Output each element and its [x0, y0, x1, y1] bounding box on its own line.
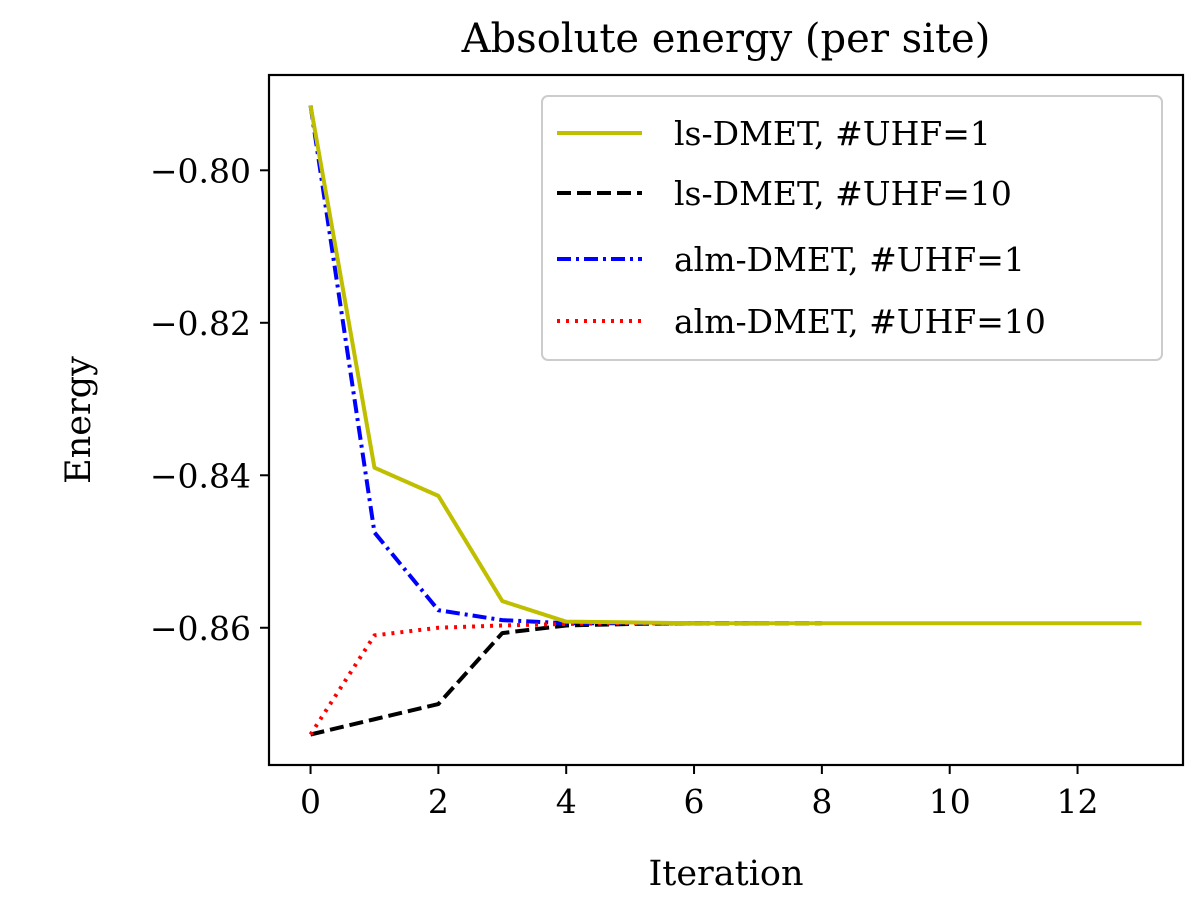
legend-label-3: alm-DMET, #UHF=10 — [674, 302, 1046, 341]
x-tick-label-6: 6 — [684, 782, 705, 821]
y-tick-label-0: −0.80 — [150, 151, 251, 190]
x-tick-label-10: 10 — [929, 782, 971, 821]
chart-title: Absolute energy (per site) — [461, 16, 991, 62]
series-line-3 — [308, 621, 695, 736]
legend-box — [541, 95, 1163, 361]
legend-label-0: ls-DMET, #UHF=1 — [674, 114, 991, 153]
x-tick-label-0: 0 — [300, 782, 321, 821]
legend-label-2: alm-DMET, #UHF=1 — [674, 240, 1025, 279]
ticks-layer: 0 2 4 6 8 10 12 −0.80 −0.82 −0.84 −0.86 — [150, 151, 1099, 821]
y-tick-label-1: −0.82 — [150, 304, 251, 343]
y-tick-label-3: −0.86 — [150, 609, 251, 648]
x-axis-label: Iteration — [648, 854, 803, 894]
series-line-1 — [310, 621, 822, 737]
y-tick-label-2: −0.84 — [150, 456, 251, 495]
series-layer — [308, 105, 1142, 737]
x-tick-label-2: 2 — [428, 782, 449, 821]
plot-frame — [267, 73, 1185, 767]
series-line-2 — [308, 105, 758, 626]
x-tick-label-8: 8 — [811, 782, 832, 821]
legend: ls-DMET, #UHF=1 ls-DMET, #UHF=10 alm-DMET,… — [541, 95, 1163, 361]
y-axis-label: Energy — [59, 356, 99, 484]
legend-label-1: ls-DMET, #UHF=10 — [674, 174, 1012, 213]
x-tick-label-12: 12 — [1057, 782, 1099, 821]
series-line-0 — [308, 105, 1142, 626]
x-tick-label-4: 4 — [556, 782, 577, 821]
